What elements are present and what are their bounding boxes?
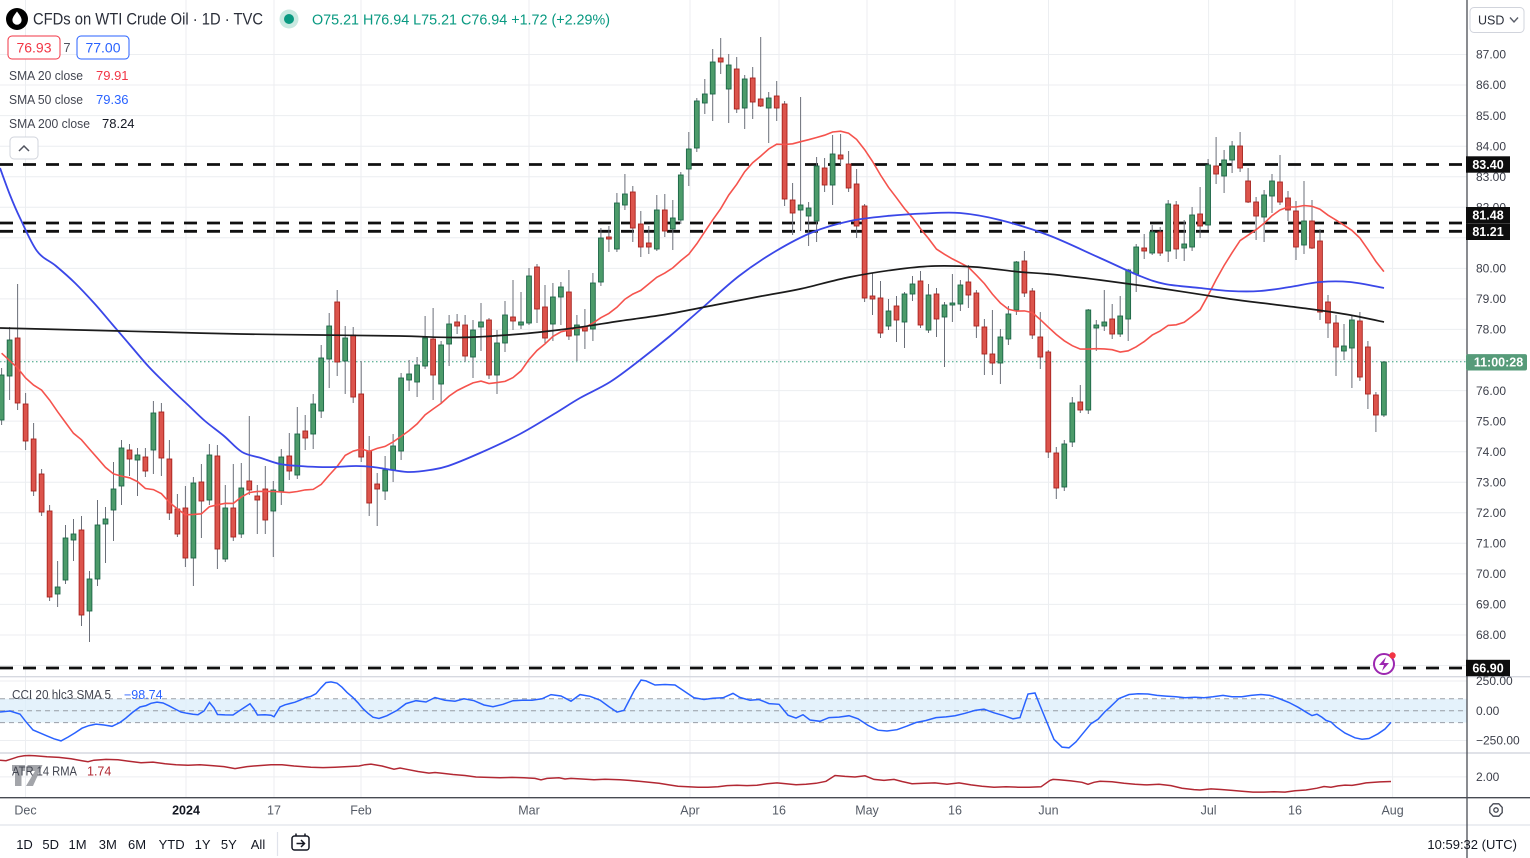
svg-text:74.00: 74.00 [1476,445,1506,459]
svg-text:Apr: Apr [680,804,699,818]
svg-text:78.24: 78.24 [102,116,135,131]
svg-text:1M: 1M [68,837,86,852]
svg-text:17: 17 [267,804,281,818]
svg-text:76.93: 76.93 [16,40,51,56]
svg-text:Dec: Dec [14,804,36,818]
svg-text:73.00: 73.00 [1476,475,1506,489]
svg-text:87.00: 87.00 [1476,48,1506,62]
svg-text:81.21: 81.21 [1472,225,1503,239]
svg-text:All: All [251,837,266,852]
svg-text:1.74: 1.74 [87,765,111,779]
svg-text:USD: USD [1478,14,1504,28]
svg-text:69.00: 69.00 [1476,598,1506,612]
svg-text:79.36: 79.36 [96,92,129,107]
svg-text:81.48: 81.48 [1472,209,1503,223]
svg-text:84.00: 84.00 [1476,139,1506,153]
svg-text:79.00: 79.00 [1476,292,1506,306]
svg-text:86.00: 86.00 [1476,78,1506,92]
svg-text:CCI 20 hlc3 SMA 5: CCI 20 hlc3 SMA 5 [12,688,111,702]
svg-text:CFDs on WTI Crude Oil · 1D · T: CFDs on WTI Crude Oil · 1D · TVC [33,11,263,29]
svg-text:YTD: YTD [159,837,185,852]
svg-text:2024: 2024 [172,804,200,818]
svg-text:SMA 200 close: SMA 200 close [9,116,90,131]
svg-text:11:00:28: 11:00:28 [1474,355,1523,369]
svg-text:6M: 6M [128,837,146,852]
svg-text:75.00: 75.00 [1476,414,1506,428]
svg-text:71.00: 71.00 [1476,537,1506,551]
svg-text:2.00: 2.00 [1476,770,1500,784]
svg-text:Jul: Jul [1201,804,1217,818]
svg-text:7: 7 [63,40,70,55]
svg-text:1Y: 1Y [195,837,211,852]
svg-text:3M: 3M [99,837,117,852]
svg-text:77.00: 77.00 [85,40,120,56]
svg-text:16: 16 [1288,804,1302,818]
svg-text:1D: 1D [16,837,33,852]
svg-text:O75.21 H76.94 L75.21 C76.94 +1: O75.21 H76.94 L75.21 C76.94 +1.72 (+2.29… [312,12,610,29]
svg-text:10:59:32 (UTC): 10:59:32 (UTC) [1427,837,1517,852]
svg-text:80.00: 80.00 [1476,262,1506,276]
svg-text:ATR 14 RMA: ATR 14 RMA [12,765,78,779]
svg-text:May: May [855,804,879,818]
svg-text:250.00: 250.00 [1476,674,1513,688]
svg-text:70.00: 70.00 [1476,567,1506,581]
svg-text:83.40: 83.40 [1472,158,1503,172]
svg-text:79.91: 79.91 [96,68,129,83]
svg-text:−98.74: −98.74 [124,688,163,702]
svg-text:−250.00: −250.00 [1476,734,1520,748]
svg-text:16: 16 [772,804,786,818]
svg-text:Jun: Jun [1038,804,1058,818]
svg-text:85.00: 85.00 [1476,109,1506,123]
svg-text:68.00: 68.00 [1476,628,1506,642]
svg-text:Mar: Mar [518,804,540,818]
svg-text:SMA 50 close: SMA 50 close [9,92,83,107]
svg-text:83.00: 83.00 [1476,170,1506,184]
svg-text:0.00: 0.00 [1476,704,1500,718]
svg-text:5D: 5D [42,837,59,852]
svg-text:78.00: 78.00 [1476,323,1506,337]
svg-text:16: 16 [948,804,962,818]
svg-text:66.90: 66.90 [1472,661,1503,675]
svg-text:76.00: 76.00 [1476,384,1506,398]
svg-text:Feb: Feb [350,804,372,818]
svg-text:Aug: Aug [1381,804,1403,818]
svg-text:5Y: 5Y [221,837,237,852]
svg-text:72.00: 72.00 [1476,506,1506,520]
svg-text:SMA 20 close: SMA 20 close [9,68,83,83]
